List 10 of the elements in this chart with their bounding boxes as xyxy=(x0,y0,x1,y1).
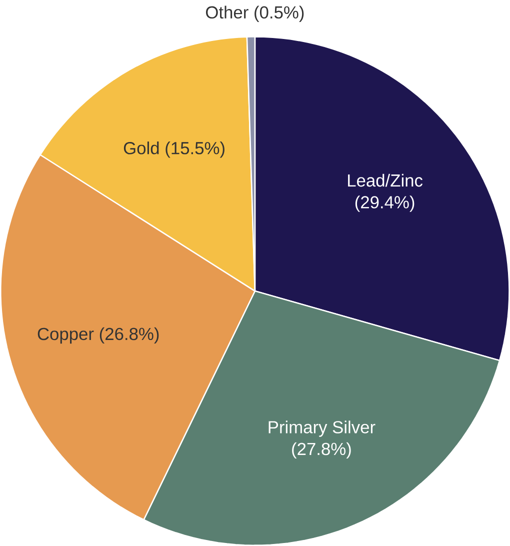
slice-label: Other xyxy=(206,6,248,19)
data-label: (0.5%) xyxy=(254,6,304,22)
data-label: (15.5%) xyxy=(166,142,224,158)
data-label: (26.8%) xyxy=(100,327,159,344)
slice-label: Primary Silver xyxy=(268,420,376,437)
data-label: (29.4%) xyxy=(355,196,414,212)
data-label: (27.8%) xyxy=(292,442,351,459)
slice-label: Lead/Zinc xyxy=(348,174,423,187)
slice-label: Copper xyxy=(38,328,94,344)
slice-label: Gold xyxy=(124,142,159,154)
